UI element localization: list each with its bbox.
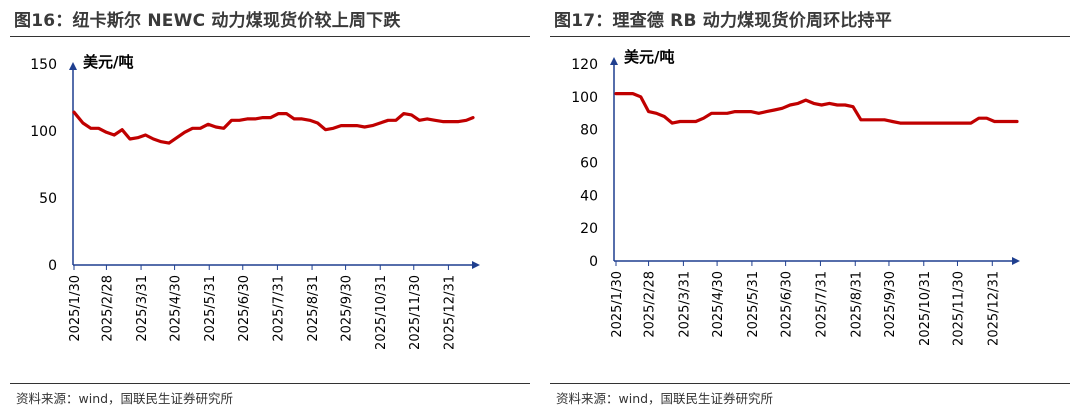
x-tick-label: 2025/6/30 <box>237 275 252 342</box>
x-tick-label: 2025/4/30 <box>711 271 726 338</box>
y-tick-label: 60 <box>580 156 598 172</box>
y-axis-unit-label: 美元/吨 <box>83 53 133 71</box>
y-tick-label: 0 <box>589 254 598 270</box>
title-rule <box>550 36 1070 37</box>
source-note: 资料来源：wind，国联民生证券研究所 <box>556 391 774 406</box>
y-tick-label: 100 <box>571 90 598 106</box>
x-tick-label: 2025/11/30 <box>408 275 423 350</box>
x-tick-label: 2025/12/31 <box>442 275 457 350</box>
y-tick-label: 80 <box>580 123 598 139</box>
source-rule <box>10 383 530 384</box>
x-tick-label: 2025/3/31 <box>135 275 150 342</box>
price-series-line <box>614 91 1019 125</box>
line-chart-rb: 美元/吨 0 20 40 60 80 100 120 2025/1/30 2025/2/28 202… <box>571 48 1020 346</box>
x-tick-label: 2025/4/30 <box>169 275 184 342</box>
x-tick-label: 2025/5/31 <box>746 271 761 338</box>
x-tick-label: 2025/2/28 <box>643 271 658 338</box>
price-series-line <box>72 110 475 145</box>
y-tick-label: 40 <box>580 188 598 204</box>
x-tick-label: 2025/1/30 <box>68 275 83 342</box>
x-tick-label: 2025/9/30 <box>883 271 898 338</box>
y-tick-label: 50 <box>39 191 57 207</box>
title-rule <box>10 36 530 37</box>
x-tick-label: 2025/1/30 <box>610 271 625 338</box>
x-axis-arrow <box>472 261 480 269</box>
x-tick-label: 2025/8/31 <box>849 271 864 338</box>
chart-panel-left: 图16：纽卡斯尔 NEWC 动力煤现货价较上周下跌 美元/吨 0 50 100 150 2… <box>10 0 530 416</box>
y-axis-unit-label: 美元/吨 <box>624 48 674 66</box>
chart-title: 图16：纽卡斯尔 NEWC 动力煤现货价较上周下跌 <box>14 11 401 31</box>
chart-panel-right: 图17：理查德 RB 动力煤现货价周环比持平 美元/吨 0 20 40 60 80 100 1… <box>550 0 1070 416</box>
y-tick-label: 150 <box>30 57 57 73</box>
x-tick-label: 2025/8/31 <box>306 275 321 342</box>
y-tick-label: 120 <box>571 57 598 73</box>
source-rule <box>550 383 1070 384</box>
y-tick-label: 20 <box>580 221 598 237</box>
x-tick-label: 2025/12/31 <box>986 271 1001 346</box>
x-tick-label: 2025/7/31 <box>271 275 286 342</box>
y-axis-arrow <box>610 57 618 65</box>
x-tick-label: 2025/9/30 <box>340 275 355 342</box>
x-tick-label: 2025/5/31 <box>203 275 218 342</box>
chart-title: 图17：理查德 RB 动力煤现货价周环比持平 <box>554 11 892 31</box>
y-axis-arrow <box>69 62 77 70</box>
x-tick-label: 2025/6/30 <box>780 271 795 338</box>
x-axis-arrow <box>1012 257 1020 265</box>
x-tick-label: 2025/10/31 <box>374 275 389 350</box>
source-note: 资料来源：wind，国联民生证券研究所 <box>16 391 234 406</box>
x-tick-label: 2025/11/30 <box>951 271 966 346</box>
line-chart-newc: 美元/吨 0 50 100 150 2025/1/30 2025/2/28 2025/3/31… <box>30 53 480 350</box>
y-tick-label: 100 <box>30 124 57 140</box>
x-tick-label: 2025/10/31 <box>918 271 933 346</box>
x-tick-label: 2025/3/31 <box>677 271 692 338</box>
y-tick-label: 0 <box>48 258 57 274</box>
x-tick-label: 2025/7/31 <box>814 271 829 338</box>
x-tick-label: 2025/2/28 <box>100 275 115 342</box>
